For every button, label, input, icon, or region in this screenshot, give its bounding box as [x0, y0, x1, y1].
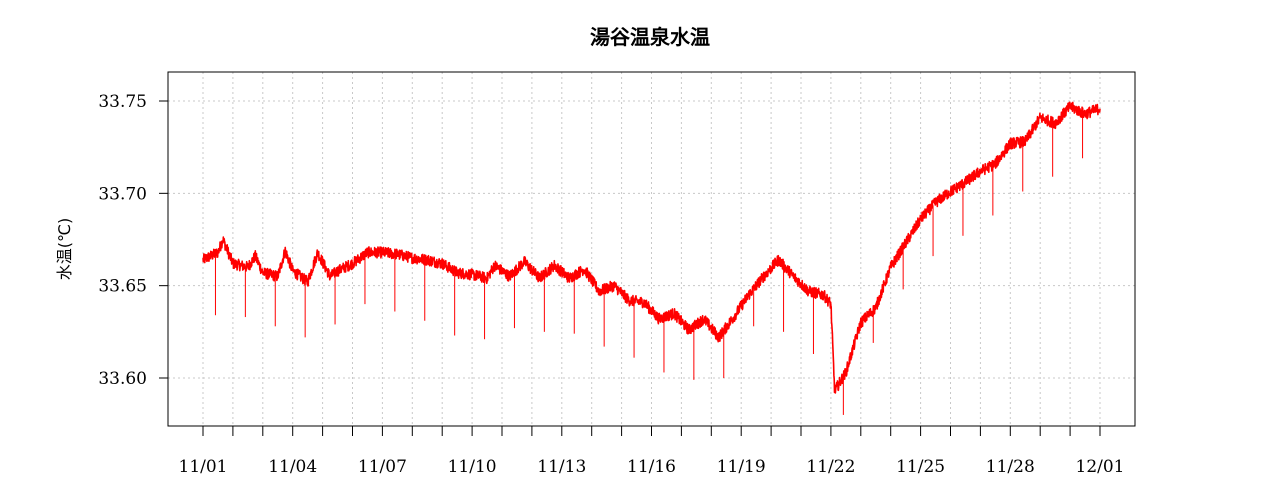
- x-tick-label: 11/19: [717, 457, 766, 477]
- x-tick-label: 11/01: [179, 457, 228, 477]
- x-tick-label: 11/07: [358, 457, 407, 477]
- series-line: [202, 101, 1101, 394]
- y-tick-label: 33.65: [98, 277, 147, 297]
- y-tick-label: 33.70: [98, 184, 147, 204]
- x-tick-label: 11/28: [986, 457, 1035, 477]
- x-axis: 11/01 11/04 11/07 11/10 11/13 11/16 11/19 11/22…: [179, 426, 1125, 477]
- y-tick-label: 33.75: [98, 92, 147, 112]
- x-tick-label: 11/16: [627, 457, 676, 477]
- x-tick-label: 11/25: [896, 457, 945, 477]
- x-tick-label: 11/04: [268, 457, 317, 477]
- dips: [214, 112, 1084, 415]
- grid: [168, 72, 1135, 426]
- x-tick-label: 12/01: [1076, 457, 1125, 477]
- series: [202, 101, 1101, 394]
- chart-title: 湯谷温泉水温: [590, 25, 710, 49]
- x-tick-label: 11/22: [806, 457, 855, 477]
- y-axis-label: 水温(℃): [55, 218, 74, 280]
- x-tick-label: 11/10: [448, 457, 497, 477]
- y-tick-label: 33.60: [98, 369, 147, 389]
- x-tick-label: 11/13: [537, 457, 586, 477]
- y-axis: 33.60 33.65 33.70 33.75: [98, 92, 168, 389]
